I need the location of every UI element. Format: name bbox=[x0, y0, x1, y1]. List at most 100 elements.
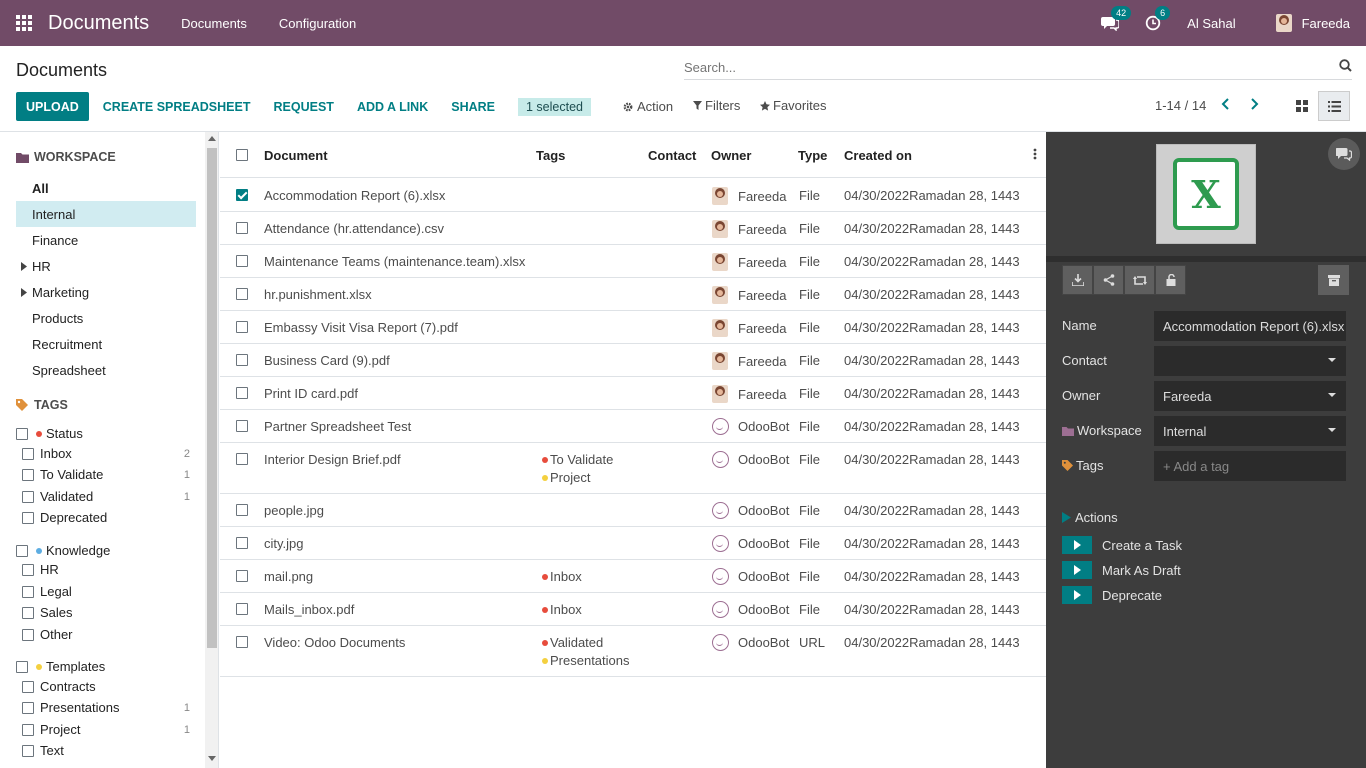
sidebar-item-internal[interactable]: Internal bbox=[16, 201, 196, 227]
tag-group-knowledge[interactable]: Knowledge bbox=[16, 543, 110, 558]
table-row[interactable]: people.jpg OdooBot File 04/30/2022Ramadan 2… bbox=[220, 494, 1046, 527]
document-name[interactable]: mail.png bbox=[264, 569, 314, 584]
document-name[interactable]: city.jpg bbox=[264, 536, 304, 551]
checkbox[interactable] bbox=[22, 511, 34, 524]
sidebar-item-finance[interactable]: Finance bbox=[16, 227, 196, 253]
column-owner[interactable]: Owner bbox=[711, 148, 752, 163]
row-checkbox[interactable] bbox=[236, 288, 248, 300]
request-button[interactable]: REQUEST bbox=[273, 99, 334, 114]
checkbox[interactable] bbox=[16, 544, 28, 557]
share-button[interactable]: SHARE bbox=[451, 99, 495, 114]
sidebar-item-spreadsheet[interactable]: Spreadsheet bbox=[16, 357, 196, 383]
select-all-checkbox[interactable] bbox=[236, 149, 248, 161]
table-row[interactable]: Business Card (9).pdf Fareeda File 04/30/20… bbox=[220, 344, 1046, 377]
search-icon[interactable] bbox=[1339, 59, 1352, 72]
document-name[interactable]: Attendance (hr.attendance).csv bbox=[264, 221, 444, 236]
row-checkbox[interactable] bbox=[236, 387, 248, 399]
document-name[interactable]: Interior Design Brief.pdf bbox=[264, 452, 401, 467]
user-menu[interactable]: Fareeda bbox=[1275, 14, 1350, 32]
tag-group-templates[interactable]: Templates bbox=[16, 659, 105, 674]
replace-button[interactable] bbox=[1124, 265, 1155, 295]
kanban-view-button[interactable] bbox=[1289, 92, 1315, 120]
tag-item-legal[interactable]: Legal bbox=[22, 584, 190, 599]
create-spreadsheet-button[interactable]: CREATE SPREADSHEET bbox=[102, 99, 251, 114]
list-view-button[interactable] bbox=[1318, 91, 1350, 121]
pager-previous-button[interactable] bbox=[1219, 96, 1233, 115]
tag-group-status[interactable]: Status bbox=[16, 426, 83, 441]
company-switcher[interactable]: Al Sahal bbox=[1187, 15, 1236, 31]
caret-right-icon[interactable] bbox=[21, 261, 27, 271]
table-row[interactable]: Embassy Visit Visa Report (7).pdf Fareeda… bbox=[220, 311, 1046, 344]
row-checkbox[interactable] bbox=[236, 189, 248, 201]
action-deprecate[interactable]: Deprecate bbox=[1062, 586, 1162, 604]
tag-item-to-validate[interactable]: To Validate 1 bbox=[22, 467, 190, 482]
document-name[interactable]: Business Card (9).pdf bbox=[264, 353, 390, 368]
play-icon[interactable] bbox=[1062, 536, 1092, 554]
checkbox[interactable] bbox=[22, 585, 34, 598]
action-mark-as-draft[interactable]: Mark As Draft bbox=[1062, 561, 1181, 579]
tag-item-presentations[interactable]: Presentations 1 bbox=[22, 700, 190, 715]
chatter-toggle-button[interactable] bbox=[1328, 138, 1360, 170]
archive-button[interactable] bbox=[1318, 265, 1349, 295]
tag-item-validated[interactable]: Validated 1 bbox=[22, 489, 190, 504]
checkbox[interactable] bbox=[22, 563, 34, 576]
lock-button[interactable] bbox=[1155, 265, 1186, 295]
tag-item-text[interactable]: Text bbox=[22, 743, 190, 758]
row-checkbox[interactable] bbox=[236, 255, 248, 267]
action-create-task[interactable]: Create a Task bbox=[1062, 536, 1182, 554]
download-button[interactable] bbox=[1062, 265, 1093, 295]
tag-item-deprecated[interactable]: Deprecated bbox=[22, 510, 190, 525]
sidebar-item-marketing[interactable]: Marketing bbox=[16, 279, 196, 305]
name-field[interactable]: Accommodation Report (6).xlsx bbox=[1154, 311, 1346, 341]
activity-menu[interactable]: 6 bbox=[1145, 6, 1171, 31]
column-created-on[interactable]: Created on bbox=[844, 148, 912, 163]
column-document[interactable]: Document bbox=[264, 148, 328, 163]
row-checkbox[interactable] bbox=[236, 537, 248, 549]
pager-value[interactable]: 1-14 / 14 bbox=[1155, 98, 1207, 113]
row-checkbox[interactable] bbox=[236, 453, 248, 465]
share-document-button[interactable] bbox=[1093, 265, 1124, 295]
sidebar-scrollbar[interactable] bbox=[205, 132, 219, 768]
apps-menu-icon[interactable] bbox=[0, 0, 48, 46]
row-checkbox[interactable] bbox=[236, 354, 248, 366]
table-row[interactable]: hr.punishment.xlsx Fareeda File 04/30/2022R… bbox=[220, 278, 1046, 311]
tag-item-sales[interactable]: Sales bbox=[22, 605, 190, 620]
row-checkbox[interactable] bbox=[236, 603, 248, 615]
table-row[interactable]: Print ID card.pdf Fareeda File 04/30/2022Ra… bbox=[220, 377, 1046, 410]
tag-item-inbox[interactable]: Inbox 2 bbox=[22, 446, 190, 461]
tag-item-contracts[interactable]: Contracts bbox=[22, 679, 190, 694]
document-name[interactable]: people.jpg bbox=[264, 503, 324, 518]
filters-dropdown[interactable]: Filters bbox=[693, 98, 740, 113]
menu-configuration[interactable]: Configuration bbox=[278, 15, 357, 31]
menu-documents[interactable]: Documents bbox=[181, 15, 247, 31]
workspace-field[interactable]: Internal bbox=[1154, 416, 1346, 446]
sidebar-item-products[interactable]: Products bbox=[16, 305, 196, 331]
favorites-dropdown[interactable]: Favorites bbox=[760, 98, 826, 113]
upload-button[interactable]: UPLOAD bbox=[16, 92, 89, 121]
checkbox[interactable] bbox=[22, 490, 34, 503]
column-tags[interactable]: Tags bbox=[536, 148, 566, 163]
scrollbar-thumb[interactable] bbox=[207, 148, 217, 648]
document-name[interactable]: Embassy Visit Visa Report (7).pdf bbox=[264, 320, 458, 335]
sidebar-item-hr[interactable]: HR bbox=[16, 253, 196, 279]
checkbox[interactable] bbox=[16, 660, 28, 673]
checkbox[interactable] bbox=[22, 723, 34, 736]
owner-field[interactable]: Fareeda bbox=[1154, 381, 1346, 411]
checkbox[interactable] bbox=[22, 701, 34, 714]
checkbox[interactable] bbox=[22, 447, 34, 460]
column-type[interactable]: Type bbox=[798, 148, 828, 163]
document-name[interactable]: Accommodation Report (6).xlsx bbox=[264, 188, 446, 203]
document-name[interactable]: hr.punishment.xlsx bbox=[264, 287, 372, 302]
checkbox[interactable] bbox=[22, 680, 34, 693]
table-row[interactable]: Partner Spreadsheet Test OdooBot File 04/30… bbox=[220, 410, 1046, 443]
scroll-up-icon[interactable] bbox=[208, 136, 216, 141]
row-checkbox[interactable] bbox=[236, 636, 248, 648]
table-row[interactable]: Mails_inbox.pdf Inbox OdooBot File 04/30/202… bbox=[220, 593, 1046, 626]
document-name[interactable]: Mails_inbox.pdf bbox=[264, 602, 355, 617]
app-title[interactable]: Documents bbox=[48, 11, 150, 34]
checkbox[interactable] bbox=[16, 427, 28, 440]
table-row[interactable]: Interior Design Brief.pdf To Validate Proj… bbox=[220, 443, 1046, 494]
table-row[interactable]: city.jpg OdooBot File 04/30/2022Ramadan 28,… bbox=[220, 527, 1046, 560]
tags-input[interactable]: + Add a tag bbox=[1154, 451, 1346, 481]
table-row[interactable]: Maintenance Teams (maintenance.team).xls… bbox=[220, 245, 1046, 278]
